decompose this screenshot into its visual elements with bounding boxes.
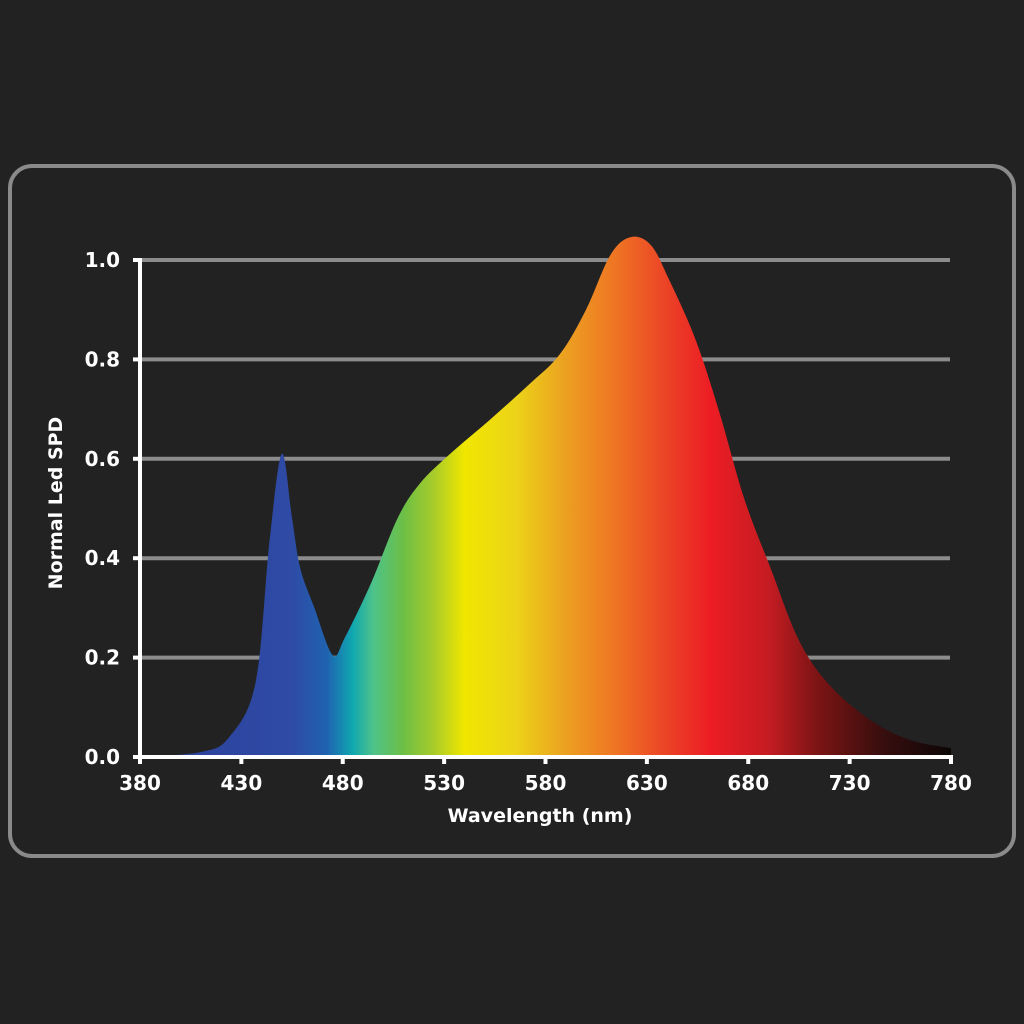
y-axis-ticks: 0.0 0.2 0.4 0.6 0.8 1.0 (85, 248, 140, 769)
x-tick-label: 380 (119, 771, 161, 795)
x-tick-label: 430 (221, 771, 263, 795)
x-tick-label: 780 (930, 771, 972, 795)
x-axis-title: Wavelength (nm) (448, 805, 633, 827)
x-tick-label: 530 (423, 771, 465, 795)
x-tick-label: 630 (626, 771, 668, 795)
x-tick-label: 580 (525, 771, 567, 795)
x-tick-label: 680 (727, 771, 769, 795)
y-tick-label: 1.0 (85, 248, 120, 272)
x-tick-label: 480 (322, 771, 364, 795)
y-tick-label: 0.0 (85, 745, 120, 769)
y-tick-label: 0.8 (85, 347, 120, 371)
spectrum-area (140, 236, 951, 757)
y-tick-label: 0.2 (85, 646, 120, 670)
x-axis-ticks: 380 430 480 530 580 630 680 730 780 (119, 757, 972, 795)
y-tick-label: 0.4 (85, 546, 120, 570)
y-tick-label: 0.6 (85, 447, 120, 471)
y-axis-title: Normal Led SPD (45, 417, 67, 590)
x-tick-label: 730 (829, 771, 871, 795)
